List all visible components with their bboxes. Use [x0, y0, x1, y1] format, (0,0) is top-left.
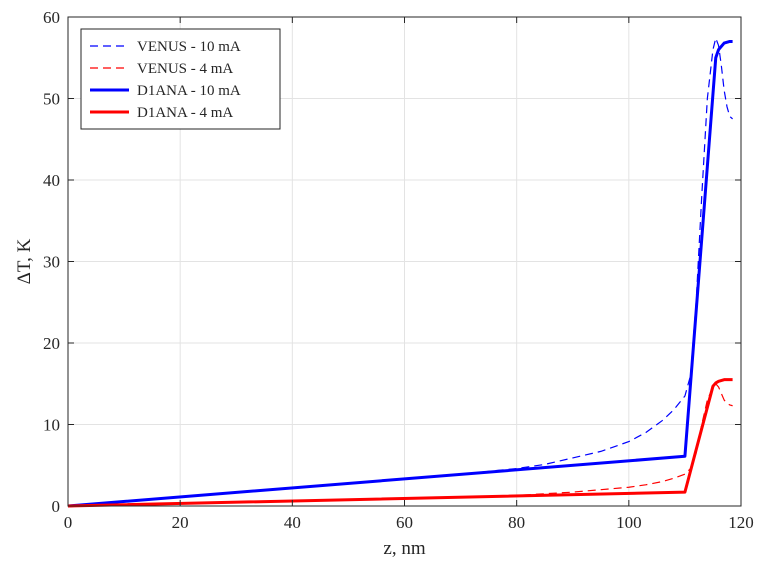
legend-label: VENUS - 4 mA — [137, 61, 233, 77]
x-tick-label: 0 — [64, 513, 73, 532]
x-axis-label: z, nm — [383, 538, 425, 559]
x-tick-label: 20 — [172, 513, 189, 532]
legend-items: VENUS - 10 mA VENUS - 4 mA D1ANA - 10 mA D1… — [90, 39, 241, 121]
series-line-d1ana-4-ma — [67, 378, 733, 508]
legend-label: D1ANA - 4 mA — [137, 105, 233, 121]
y-tick-label: 50 — [43, 90, 60, 109]
x-tick-label: 40 — [284, 513, 301, 532]
legend-label: VENUS - 10 mA — [137, 39, 241, 55]
y-axis-label: ΔT, K — [14, 238, 35, 284]
x-tick-label: 80 — [508, 513, 525, 532]
y-tick-label: 60 — [43, 8, 60, 27]
y-tick-label: 10 — [43, 416, 60, 435]
y-tick-label: 0 — [52, 497, 61, 516]
x-tick-label: 60 — [396, 513, 413, 532]
series-line-d1ana-10-ma — [67, 39, 733, 508]
x-tick-label: 120 — [728, 513, 754, 532]
x-tick-label: 100 — [616, 513, 642, 532]
legend-label: D1ANA - 10 mA — [137, 83, 241, 99]
y-tick-label: 40 — [43, 171, 60, 190]
y-tick-label: 20 — [43, 334, 60, 353]
legend: VENUS - 10 mA VENUS - 4 mA D1ANA - 10 mA D1… — [80, 28, 281, 130]
axis-ticks: 0 20 40 60 80 100 120 0 10 20 30 40 50 60 — [43, 8, 754, 532]
series-group — [67, 37, 733, 508]
y-tick-label: 30 — [43, 253, 60, 272]
